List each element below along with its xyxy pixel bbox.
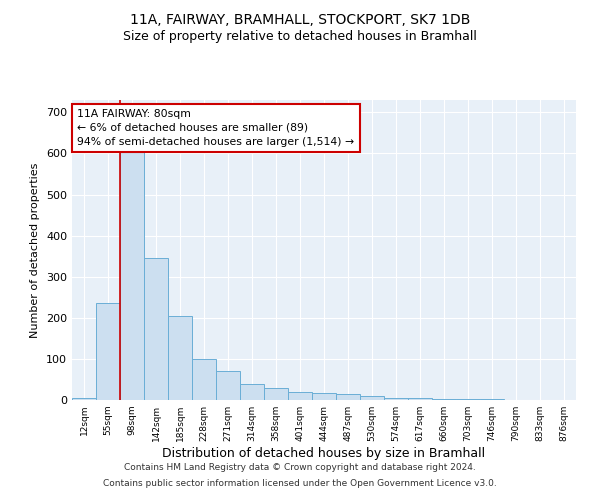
Bar [216,371,240,400]
Bar [96,304,120,400]
Text: Contains HM Land Registry data © Crown copyright and database right 2024.: Contains HM Land Registry data © Crown c… [124,464,476,472]
Bar [456,399,480,400]
Text: Contains public sector information licensed under the Open Government Licence v3: Contains public sector information licen… [103,478,497,488]
Bar [72,398,96,400]
Text: Size of property relative to detached houses in Bramhall: Size of property relative to detached ho… [123,30,477,43]
Bar [360,396,384,400]
Bar [480,399,504,400]
Bar [144,258,168,400]
Text: 11A, FAIRWAY, BRAMHALL, STOCKPORT, SK7 1DB: 11A, FAIRWAY, BRAMHALL, STOCKPORT, SK7 1… [130,12,470,26]
Bar [192,359,216,400]
Bar [120,145,144,400]
Bar [312,392,336,400]
Bar [168,316,192,400]
Bar [432,399,456,400]
Bar [240,384,264,400]
Bar [288,392,312,400]
Text: 11A FAIRWAY: 80sqm
← 6% of detached houses are smaller (89)
94% of semi-detached: 11A FAIRWAY: 80sqm ← 6% of detached hous… [77,109,354,147]
Bar [408,398,432,400]
X-axis label: Distribution of detached houses by size in Bramhall: Distribution of detached houses by size … [163,447,485,460]
Y-axis label: Number of detached properties: Number of detached properties [31,162,40,338]
Bar [336,394,360,400]
Bar [264,388,288,400]
Bar [384,398,408,400]
